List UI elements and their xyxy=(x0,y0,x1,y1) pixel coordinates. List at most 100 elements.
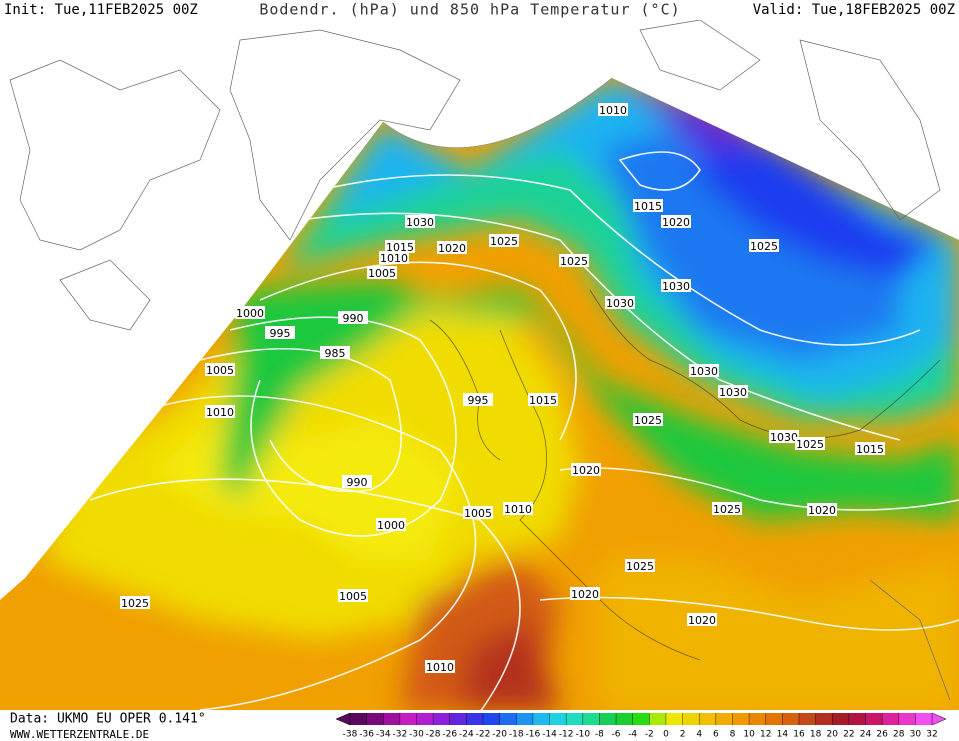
colorbar-label: 10 xyxy=(743,730,755,740)
colorbar-bin xyxy=(366,713,384,725)
colorbar-label: 26 xyxy=(876,730,888,740)
isobar-label-box xyxy=(661,279,691,292)
isobar-label: 1025 xyxy=(796,438,824,451)
colorbar-label: -36 xyxy=(359,730,374,740)
colorbar-bin xyxy=(350,713,367,725)
isobar-label-box xyxy=(437,241,467,254)
colorbar-label: -18 xyxy=(509,730,524,740)
colorbar-label: -6 xyxy=(612,730,621,740)
isobar-label: 1015 xyxy=(529,394,557,407)
isobar-label-box xyxy=(625,559,655,572)
colorbar-label: -30 xyxy=(409,730,424,740)
colorbar-label: -2 xyxy=(645,730,654,740)
isobar-label: 1020 xyxy=(571,588,599,601)
isobar-label-box xyxy=(120,596,150,609)
isobar-label-box xyxy=(376,518,406,531)
valid-time: Valid: Tue,18FEB2025 00Z xyxy=(753,2,955,18)
isobar-label-box xyxy=(205,363,235,376)
colorbar-bin xyxy=(715,713,733,725)
isobar-label-box xyxy=(559,254,589,267)
isobar-label: 1015 xyxy=(386,241,414,254)
isobar-label: 1015 xyxy=(634,200,662,213)
isobar-label: 1005 xyxy=(368,267,396,280)
colorbar-bin xyxy=(549,713,567,725)
colorbar-bin xyxy=(466,713,484,725)
isobar-label: 1030 xyxy=(690,365,718,378)
colorbar-bin xyxy=(699,713,717,725)
colorbar-label: 12 xyxy=(760,730,771,740)
colorbar-bin xyxy=(749,713,767,725)
colorbar-label: -22 xyxy=(476,730,491,740)
colorbar-bin xyxy=(499,713,517,725)
colorbar-bin xyxy=(782,713,800,725)
isobar-label-box xyxy=(235,306,265,319)
colorbar-bin xyxy=(616,713,633,725)
isobar-label: 1020 xyxy=(438,242,466,255)
colorbar-bin xyxy=(566,713,584,725)
colorbar-label: -26 xyxy=(442,730,457,740)
isobar-label: 990 xyxy=(347,476,368,489)
isobar-labels: 1010103010151010100510201025102510151020… xyxy=(120,103,885,674)
colorbar-label: -24 xyxy=(459,730,474,740)
isobar-label-box xyxy=(687,613,717,626)
isobar-label-box xyxy=(749,239,779,252)
colorbar-label: 30 xyxy=(910,730,922,740)
colorbar-bin xyxy=(532,713,550,725)
isobar-label: 1025 xyxy=(713,503,741,516)
colorbar-bin xyxy=(848,713,866,725)
isobar-label-box xyxy=(570,587,600,600)
isobar-label: 1010 xyxy=(380,252,408,265)
colorbar-bin xyxy=(383,713,401,725)
title: Bodendr. (hPa) und 850 hPa Temperatur (°… xyxy=(259,1,680,19)
isobar-label: 1030 xyxy=(662,280,690,293)
colorbar-label: 14 xyxy=(777,730,789,740)
isobar-label-box xyxy=(718,385,748,398)
colorbar-bin xyxy=(433,713,451,725)
colorbar-label: 20 xyxy=(827,730,839,740)
isobar-label-box xyxy=(503,502,533,515)
isobar-label: 990 xyxy=(343,312,364,325)
colorbar-bin xyxy=(765,713,783,725)
colorbar-label: -34 xyxy=(376,730,391,740)
isobar-label: 1005 xyxy=(464,507,492,520)
isobar-label-box xyxy=(463,393,493,406)
isobar-label-box xyxy=(205,405,235,418)
colorbar-label: -10 xyxy=(575,730,590,740)
colorbar-label: 4 xyxy=(696,730,702,740)
website: WWW.WETTERZENTRALE.DE xyxy=(10,728,149,741)
isobar-label: 995 xyxy=(468,394,489,407)
colorbar-label: 0 xyxy=(663,730,669,740)
colorbar-bin xyxy=(665,713,683,725)
data-source: Data: UKMO EU OPER 0.141° xyxy=(10,712,206,727)
isobar-label: 1000 xyxy=(236,307,264,320)
isobar-label: 1030 xyxy=(770,431,798,444)
colorbar-bin xyxy=(649,713,667,725)
colorbar-bin xyxy=(865,713,883,725)
colorbar-label: -20 xyxy=(492,730,507,740)
isobar-label: 1015 xyxy=(856,443,884,456)
isobar-label: 1020 xyxy=(688,614,716,627)
isobar-label: 1025 xyxy=(750,240,778,253)
colorbar-bin xyxy=(898,713,916,725)
isobar-label-box xyxy=(661,215,691,228)
isobar-label: 995 xyxy=(270,327,291,340)
isobar-label: 1025 xyxy=(626,560,654,573)
colorbar-label: 8 xyxy=(730,730,736,740)
colorbar-bin xyxy=(516,713,534,725)
isobar-label: 1030 xyxy=(406,216,434,229)
isobar-label: 1020 xyxy=(662,216,690,229)
isobar-label: 1010 xyxy=(504,503,532,516)
colorbar-label: 22 xyxy=(843,730,854,740)
isobar-label-box xyxy=(633,413,663,426)
isobar-label-box xyxy=(633,199,663,212)
colorbar-bin xyxy=(632,713,650,725)
isobar-label-box xyxy=(320,346,350,359)
isobar-label-box xyxy=(528,393,558,406)
colorbar-label: 28 xyxy=(893,730,905,740)
isobar-label-box xyxy=(795,437,825,450)
colorbar-label: 2 xyxy=(680,730,686,740)
isobar-label-box xyxy=(265,326,295,339)
colorbar-bin xyxy=(732,713,750,725)
coastlines xyxy=(9,19,951,701)
